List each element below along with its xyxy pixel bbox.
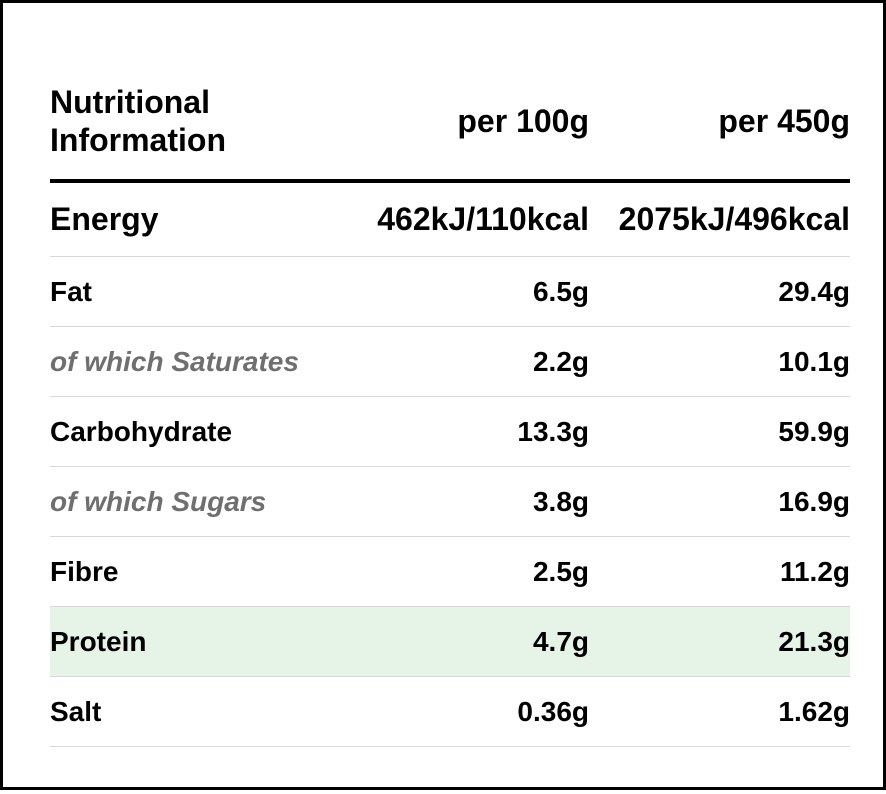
- row-value-per-450g: 10.1g: [589, 326, 850, 397]
- row-value-per-100g: 462kJ/110kcal: [350, 181, 589, 257]
- row-label-sugars: of which Sugars: [50, 466, 350, 537]
- row-value-per-450g: 1.62g: [589, 676, 850, 747]
- row-value-per-450g: 2075kJ/496kcal: [589, 181, 850, 257]
- row-label-protein: Protein: [50, 606, 350, 677]
- table-row-fibre: Fibre 2.5g 11.2g: [50, 536, 850, 607]
- row-label-energy: Energy: [50, 181, 350, 257]
- row-value-per-100g: 3.8g: [350, 466, 589, 537]
- row-value-per-100g: 13.3g: [350, 396, 589, 467]
- table-header-row: Nutritional Information per 100g per 450…: [50, 63, 850, 183]
- table-row-sugars: of which Sugars 3.8g 16.9g: [50, 466, 850, 537]
- row-label-saturates: of which Saturates: [50, 326, 350, 397]
- row-value-per-450g: 16.9g: [589, 466, 850, 537]
- table-row-salt: Salt 0.36g 1.62g: [50, 676, 850, 747]
- table-row-fat: Fat 6.5g 29.4g: [50, 256, 850, 327]
- row-value-per-100g: 2.5g: [350, 536, 589, 607]
- table-row-energy: Energy 462kJ/110kcal 2075kJ/496kcal: [50, 181, 850, 257]
- row-value-per-100g: 4.7g: [350, 606, 589, 677]
- header-per-450g: per 450g: [589, 63, 850, 183]
- table-row-saturates: of which Saturates 2.2g 10.1g: [50, 326, 850, 397]
- row-value-per-100g: 6.5g: [350, 256, 589, 327]
- nutrition-table: Nutritional Information per 100g per 450…: [50, 63, 850, 747]
- table-row-protein: Protein 4.7g 21.3g: [50, 606, 850, 677]
- row-value-per-450g: 29.4g: [589, 256, 850, 327]
- header-nutritional-information: Nutritional Information: [50, 63, 350, 183]
- row-label-carbohydrate: Carbohydrate: [50, 396, 350, 467]
- row-value-per-450g: 59.9g: [589, 396, 850, 467]
- row-value-per-450g: 11.2g: [589, 536, 850, 607]
- header-per-100g: per 100g: [350, 63, 589, 183]
- row-value-per-100g: 2.2g: [350, 326, 589, 397]
- row-value-per-450g: 21.3g: [589, 606, 850, 677]
- row-value-per-100g: 0.36g: [350, 676, 589, 747]
- table-row-carbohydrate: Carbohydrate 13.3g 59.9g: [50, 396, 850, 467]
- row-label-salt: Salt: [50, 676, 350, 747]
- row-label-fat: Fat: [50, 256, 350, 327]
- row-label-fibre: Fibre: [50, 536, 350, 607]
